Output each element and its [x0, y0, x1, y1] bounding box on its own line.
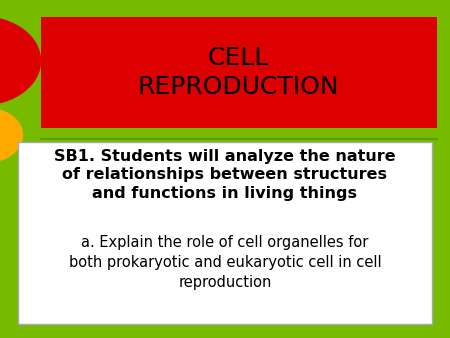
FancyBboxPatch shape	[18, 142, 432, 324]
Text: CELL
REPRODUCTION: CELL REPRODUCTION	[138, 46, 339, 99]
Text: SB1. Students will analyze the nature
of relationships between structures
and fu: SB1. Students will analyze the nature of…	[54, 149, 396, 201]
Circle shape	[0, 108, 22, 162]
FancyBboxPatch shape	[40, 17, 436, 128]
Text: a. Explain the role of cell organelles for
both prokaryotic and eukaryotic cell : a. Explain the role of cell organelles f…	[69, 235, 381, 290]
Circle shape	[0, 17, 40, 105]
